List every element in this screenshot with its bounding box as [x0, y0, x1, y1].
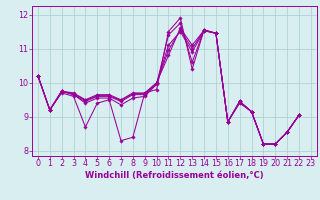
X-axis label: Windchill (Refroidissement éolien,°C): Windchill (Refroidissement éolien,°C): [85, 171, 264, 180]
